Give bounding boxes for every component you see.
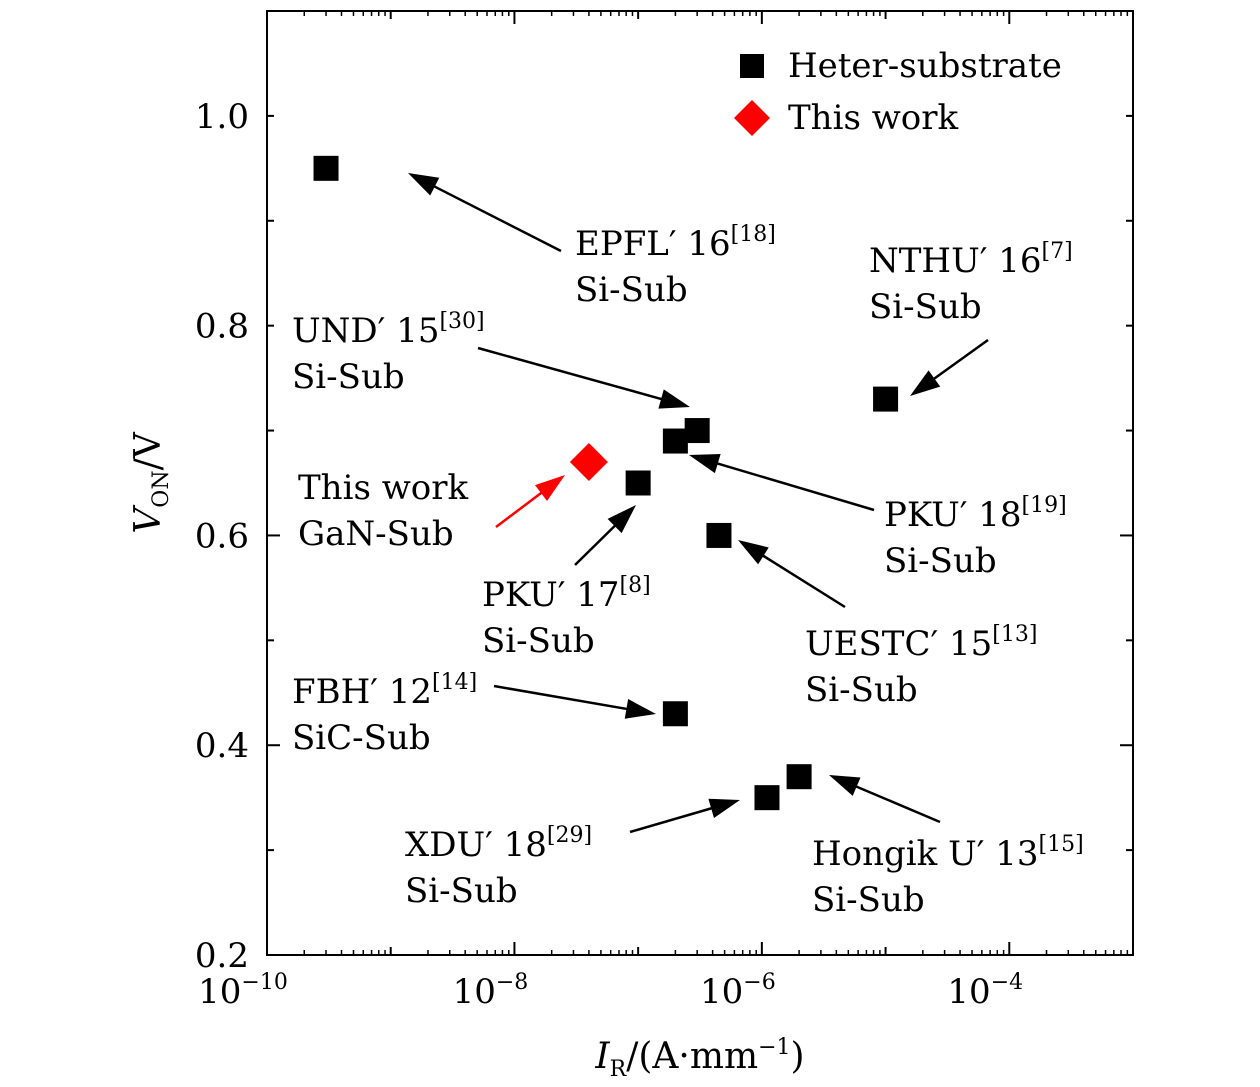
y-tick-label: 0.2 — [195, 936, 249, 976]
annotation-name: FBH′ 12[14] — [292, 670, 477, 712]
annotation: Hongik U′ 13[15] Si-Sub — [812, 832, 1084, 920]
annotation-name: This work — [298, 468, 469, 508]
legend-square-marker — [740, 54, 764, 78]
annotation-arrow — [738, 540, 846, 609]
annotation-name: PKU′ 18[19] — [884, 493, 1067, 535]
data-point-diamond — [569, 443, 608, 482]
annotation-substrate: Si-Sub — [575, 270, 688, 310]
data-points — [313, 155, 899, 811]
annotation: PKU′ 17[8] Si-Sub — [482, 573, 651, 661]
annotation-substrate: Si-Sub — [405, 871, 518, 911]
x-tick-labels: 10−10 10−8 10−6 10−4 — [198, 970, 1023, 1012]
annotation: EPFL′ 16[18] Si-Sub — [575, 222, 776, 310]
annotation-name: XDU′ 18[29] — [405, 823, 592, 865]
data-point-square — [662, 428, 688, 454]
annotation: UESTC′ 15[13] Si-Sub — [805, 622, 1037, 710]
annotation-substrate: Si-Sub — [884, 541, 997, 581]
legend-entry: Heter-substrate — [740, 46, 1062, 86]
data-point-square — [625, 470, 651, 496]
y-tick-label: 1.0 — [195, 97, 249, 137]
x-axis-title: IR/(A·mm−1) — [594, 1035, 804, 1082]
y-axis-title: VON/V — [128, 431, 174, 533]
data-point-square — [786, 764, 812, 790]
x-tick-label: 10−6 — [700, 970, 776, 1012]
data-point-square — [754, 785, 780, 811]
x-tick-label: 10−4 — [947, 970, 1023, 1012]
annotation: XDU′ 18[29] Si-Sub — [405, 823, 592, 911]
annotation-arrow — [408, 173, 562, 253]
x-axis-label: IR/(A·mm−1) — [594, 1035, 804, 1082]
y-axis-label: VON/V — [128, 431, 174, 533]
y-tick-label: 0.8 — [195, 307, 249, 347]
annotation-name: EPFL′ 16[18] — [575, 222, 776, 264]
y-tick-labels: 0.2 0.4 0.6 0.8 1.0 — [195, 97, 249, 976]
annotation-substrate: SiC-Sub — [292, 718, 431, 758]
annotation-substrate: Si-Sub — [292, 357, 405, 397]
annotation-arrow — [574, 505, 636, 566]
annotation-arrow — [829, 775, 941, 824]
annotation-substrate: GaN-Sub — [298, 514, 454, 554]
y-tick-label: 0.4 — [195, 726, 249, 766]
annotation-arrows — [408, 173, 989, 834]
data-point-square — [313, 155, 339, 181]
annotation: FBH′ 12[14] SiC-Sub — [292, 670, 477, 758]
annotation-arrow — [689, 453, 875, 512]
legend-diamond-marker — [734, 100, 770, 136]
annotation-substrate: Si-Sub — [812, 880, 925, 920]
annotation: UND′ 15[30] Si-Sub — [292, 309, 485, 397]
data-point-square — [662, 701, 688, 727]
annotation-substrate: Si-Sub — [482, 621, 595, 661]
annotation-arrow — [493, 684, 656, 719]
annotation-name: NTHU′ 16[7] — [869, 239, 1073, 281]
annotation: PKU′ 18[19] Si-Sub — [884, 493, 1067, 581]
annotation: NTHU′ 16[7] Si-Sub — [869, 239, 1073, 327]
annotation-arrow — [910, 338, 989, 396]
annotation: This work GaN-Sub — [298, 468, 469, 554]
x-tick-label: 10−10 — [198, 970, 288, 1012]
y-tick-label: 0.6 — [195, 516, 249, 556]
axis-ticks — [266, 10, 1134, 956]
plot-frame — [266, 10, 1134, 956]
legend-label: This work — [788, 98, 959, 138]
annotation-name: UESTC′ 15[13] — [805, 622, 1037, 664]
x-tick-label: 10−8 — [453, 970, 529, 1012]
legend-label: Heter-substrate — [788, 46, 1062, 86]
annotation-name: Hongik U′ 13[15] — [812, 832, 1084, 874]
annotation-arrow — [477, 346, 690, 409]
data-point-square — [873, 386, 899, 412]
annotation-arrow — [495, 475, 565, 528]
annotation-substrate: Si-Sub — [805, 670, 918, 710]
annotation-name: PKU′ 17[8] — [482, 573, 651, 615]
data-point-square — [706, 522, 732, 548]
data-point-square — [684, 418, 710, 444]
legend-entry: This work — [734, 98, 959, 138]
annotation-arrow — [629, 798, 740, 834]
annotation-name: UND′ 15[30] — [292, 309, 485, 351]
legend: Heter-substrate This work — [734, 46, 1062, 138]
annotation-substrate: Si-Sub — [869, 287, 982, 327]
